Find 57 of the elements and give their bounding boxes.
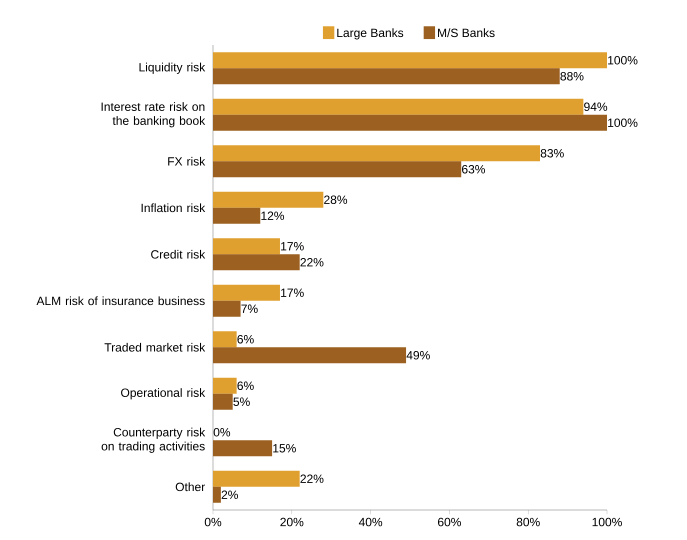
data-label: 7% bbox=[241, 304, 258, 313]
x-tick-label: 40% bbox=[358, 518, 382, 526]
data-label: 100% bbox=[608, 118, 638, 127]
data-label: 0% bbox=[214, 428, 230, 436]
bar bbox=[213, 52, 608, 68]
bar bbox=[213, 68, 560, 84]
data-label: 6% bbox=[237, 382, 254, 390]
data-label: 22% bbox=[300, 258, 324, 266]
y-tick-label: Interest rate risk on the banking book bbox=[102, 102, 206, 128]
data-label: 83% bbox=[540, 149, 564, 158]
data-label: 88% bbox=[560, 72, 584, 80]
data-label: 22% bbox=[300, 474, 324, 483]
bar bbox=[213, 331, 237, 348]
data-label: 28% bbox=[324, 196, 348, 204]
bar bbox=[213, 378, 237, 394]
bar bbox=[213, 284, 280, 301]
bar bbox=[213, 347, 406, 364]
bar bbox=[213, 161, 462, 178]
bar bbox=[213, 300, 241, 317]
data-label: 49% bbox=[406, 351, 430, 360]
y-tick-label: Other bbox=[176, 482, 205, 492]
data-label: 17% bbox=[281, 242, 304, 250]
x-tick-label: 20% bbox=[280, 518, 304, 526]
y-tick-label: Inflation risk bbox=[142, 203, 206, 212]
bar bbox=[213, 98, 584, 115]
data-label: 2% bbox=[222, 490, 238, 499]
bar bbox=[213, 145, 540, 162]
data-label: 12% bbox=[261, 212, 284, 220]
data-label: 15% bbox=[273, 444, 296, 452]
bar bbox=[213, 192, 324, 208]
data-label: 17% bbox=[281, 288, 304, 297]
data-label: 5% bbox=[233, 398, 250, 406]
bar bbox=[213, 394, 233, 410]
data-label: 63% bbox=[462, 165, 486, 174]
x-tick-label: 0% bbox=[204, 518, 222, 526]
bar bbox=[213, 114, 608, 131]
x-tick-label: 60% bbox=[438, 518, 461, 526]
legend-label: Large Banks bbox=[337, 28, 404, 40]
bar bbox=[213, 440, 272, 456]
legend-label: M/S Banks bbox=[438, 28, 495, 38]
bar bbox=[213, 470, 300, 487]
x-tick-label: 80% bbox=[516, 518, 540, 526]
y-tick-label: Traded market risk bbox=[104, 342, 206, 352]
y-tick-label: ALM risk of insurance business bbox=[36, 296, 205, 306]
y-tick-label: Operational risk bbox=[121, 388, 206, 400]
y-tick-label: Credit risk bbox=[151, 250, 206, 259]
bar bbox=[213, 486, 221, 503]
y-tick-label: Liquidity risk bbox=[139, 62, 206, 74]
x-tick-label: 100% bbox=[592, 518, 622, 526]
bar bbox=[213, 238, 280, 254]
bar bbox=[213, 254, 300, 270]
y-tick-label: FX risk bbox=[168, 156, 206, 166]
y-tick-label: Counterparty risk on trading activities bbox=[102, 428, 206, 453]
data-label: 94% bbox=[584, 102, 608, 111]
bar bbox=[213, 208, 260, 224]
data-label: 100% bbox=[608, 56, 638, 64]
data-label: 6% bbox=[237, 335, 254, 344]
